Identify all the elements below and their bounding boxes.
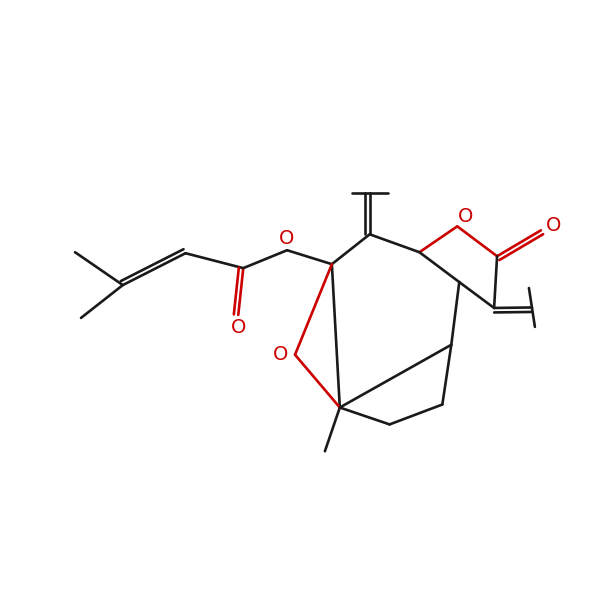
Text: O: O bbox=[280, 229, 295, 248]
Text: O: O bbox=[546, 216, 562, 235]
Text: O: O bbox=[272, 345, 288, 364]
Text: O: O bbox=[230, 319, 246, 337]
Text: O: O bbox=[458, 207, 473, 226]
